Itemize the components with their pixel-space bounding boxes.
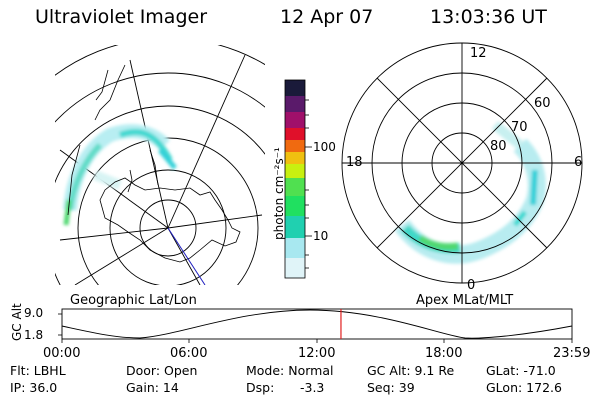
altitude-xtick-1200: 12:00 [298,346,336,361]
apex-polar-plot [341,42,583,284]
lat-label-80: 80 [490,139,507,154]
mlt-label-18: 18 [346,155,363,170]
colorbar-unit-label: photon cm⁻²s⁻¹ [272,147,286,240]
lat-label-60: 60 [534,96,551,111]
filter-info: Flt: LBHL [10,363,66,378]
seq-info: Seq: 39 [367,380,415,395]
gain-info: Gain: 14 [126,380,179,395]
altitude-ytick-low: 1.8 [24,328,44,342]
colorbar-tick-100: 100 [313,140,336,154]
mlt-label-6: 6 [574,155,583,170]
altitude-xtick-1800: 18:00 [425,346,463,361]
mlt-label-12: 12 [470,46,487,61]
altitude-ylabel: GC Alt [10,303,24,341]
apex-panel-label: Apex MLat/MLT [416,293,514,308]
time-label: 13:03:36 UT [430,6,547,28]
geographic-panel-label: Geographic Lat/Lon [70,293,197,308]
altitude-xtick-2359: 23:59 [553,346,591,361]
mode-info: Mode: Normal [246,363,334,378]
ip-info: IP: 36.0 [10,380,58,395]
instrument-title: Ultraviolet Imager [35,6,208,28]
door-info: Door: Open [126,363,198,378]
date-label: 12 Apr 07 [280,6,374,28]
altitude-plot [58,308,573,343]
geographic-map [55,45,265,285]
gc-alt-info: GC Alt: 9.1 Re [367,363,455,378]
dsp-label: Dsp: [246,380,275,395]
glat-info: GLat: -71.0 [486,363,556,378]
altitude-xtick-0000: 00:00 [43,346,81,361]
altitude-xtick-0600: 06:00 [170,346,208,361]
altitude-ytick-high: 9.0 [24,306,44,320]
colorbar [284,79,312,279]
colorbar-tick-10: 10 [313,229,329,243]
dsp-value: -3.3 [300,380,325,395]
mlt-label-0: 0 [467,278,476,293]
lat-label-70: 70 [511,120,528,135]
glon-info: GLon: 172.6 [486,380,562,395]
